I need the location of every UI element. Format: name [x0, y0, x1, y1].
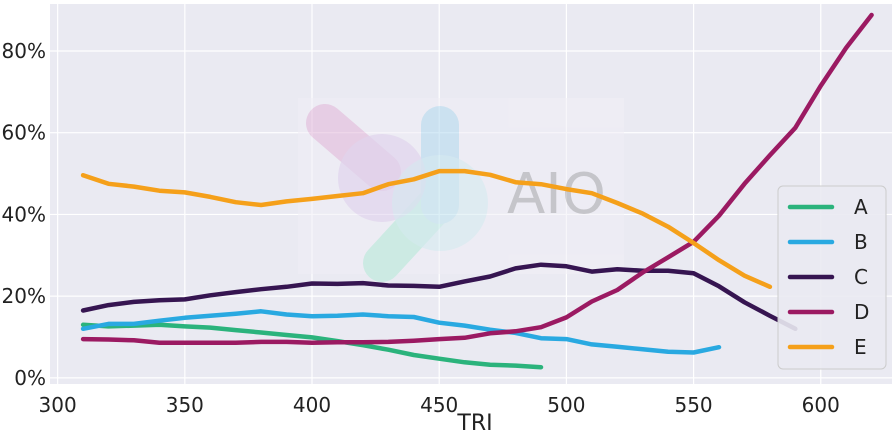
series-lines [80, 12, 874, 370]
x-axis-ticks: 300 350 400 450 500 550 600 [39, 393, 840, 417]
series-line-d [80, 12, 874, 345]
y-tick-label: 80% [2, 39, 46, 63]
series-line-c [80, 262, 798, 332]
x-tick-label: 350 [166, 393, 204, 417]
y-tick-label: 20% [2, 284, 46, 308]
legend-label-b: B [854, 230, 868, 254]
series-line-e [80, 168, 773, 290]
y-axis-ticks: 0% 20% 40% 60% 80% [2, 39, 46, 390]
legend-label-d: D [854, 300, 869, 324]
x-tick-label: 450 [420, 393, 458, 417]
aio-watermark-logo: AIO [298, 98, 624, 282]
x-tick-label: 300 [39, 393, 77, 417]
legend-label-e: E [854, 335, 867, 359]
x-tick-label: 500 [547, 393, 585, 417]
legend-label-c: C [854, 265, 868, 289]
x-tick-label: 600 [802, 393, 840, 417]
x-tick-label: 400 [293, 393, 331, 417]
x-tick-label: 550 [674, 393, 712, 417]
y-tick-label: 60% [2, 121, 46, 145]
series-line-a [80, 322, 544, 370]
series-line-b [80, 309, 722, 355]
y-tick-label: 40% [2, 202, 46, 226]
x-axis-title: TRI [456, 411, 492, 434]
y-tick-label: 0% [14, 366, 46, 390]
legend-label-a: A [854, 195, 868, 219]
